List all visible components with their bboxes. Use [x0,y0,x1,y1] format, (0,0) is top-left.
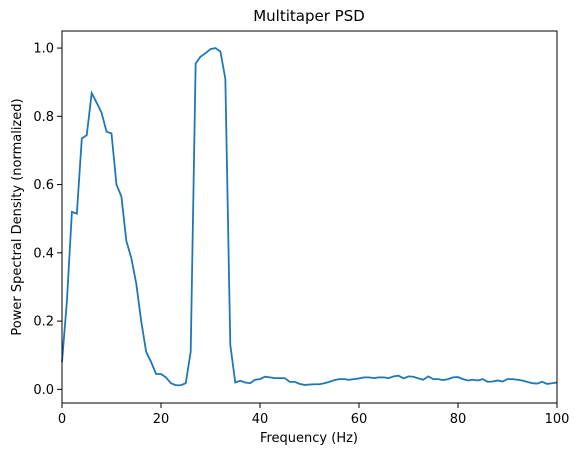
y-tick-label: 0.2 [33,315,54,330]
y-axis-ticks: 0.0 0.2 0.4 0.6 0.8 1.0 [33,42,62,398]
x-axis-ticks: 0 20 40 60 80 100 [58,403,570,427]
y-axis-label: Power Spectral Density (normalized) [10,98,25,335]
y-tick-label: 0.4 [33,246,54,261]
x-tick-label: 80 [450,412,467,427]
x-tick-label: 0 [58,412,66,427]
x-tick-label: 60 [351,412,368,427]
x-tick-label: 100 [545,412,570,427]
y-tick-label: 0.6 [33,178,54,193]
x-tick-label: 40 [252,412,269,427]
series-line-psd [61,47,558,387]
y-tick-label: 0.0 [33,383,54,398]
y-tick-label: 1.0 [33,42,54,57]
x-axis-label: Frequency (Hz) [260,431,358,446]
plot-frame [61,30,558,404]
x-tick-label: 20 [153,412,170,427]
chart-title: Multitaper PSD [253,7,365,25]
y-tick-label: 0.8 [33,110,54,125]
